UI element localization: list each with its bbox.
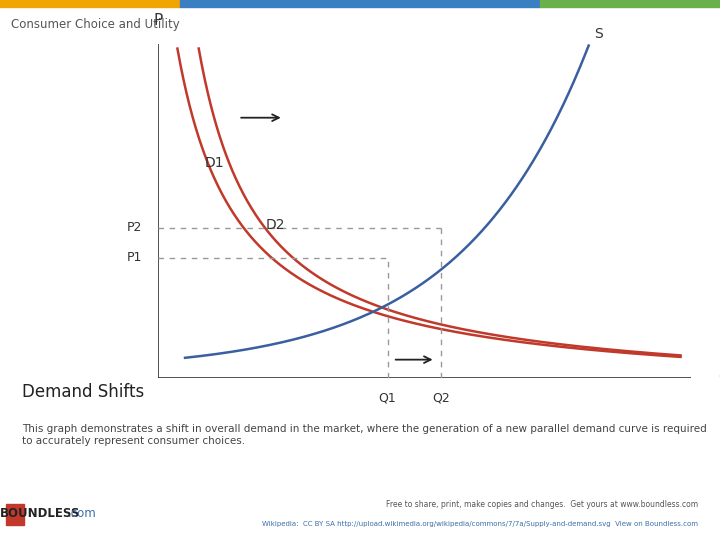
Bar	[180, 0, 540, 7]
Bar	[0, 0, 180, 7]
Text: Wikipedia:  CC BY SA http://upload.wikimedia.org/wikipedia/commons/7/7a/Supply-a: Wikipedia: CC BY SA http://upload.wikime…	[262, 521, 698, 526]
Text: Consumer Choice and Utility: Consumer Choice and Utility	[11, 18, 179, 31]
Text: D1: D1	[204, 156, 224, 170]
Bar	[6, 504, 24, 525]
Bar	[540, 0, 720, 7]
Text: Demand Shifts: Demand Shifts	[22, 383, 144, 401]
Text: P2: P2	[127, 221, 143, 234]
Text: Q: Q	[718, 370, 720, 386]
Text: This graph demonstrates a shift in overall demand in the market, where the gener: This graph demonstrates a shift in overa…	[22, 424, 706, 446]
Text: Q2: Q2	[432, 392, 450, 404]
Text: .com: .com	[68, 507, 96, 520]
Text: P1: P1	[127, 251, 143, 265]
Text: S: S	[594, 26, 603, 40]
Text: BOUNDLESS: BOUNDLESS	[0, 507, 80, 520]
Text: Free to share, print, make copies and changes.  Get yours at www.boundless.com: Free to share, print, make copies and ch…	[386, 500, 698, 509]
Text: P: P	[154, 12, 163, 28]
Text: Q1: Q1	[379, 392, 397, 404]
Text: D2: D2	[266, 218, 285, 232]
